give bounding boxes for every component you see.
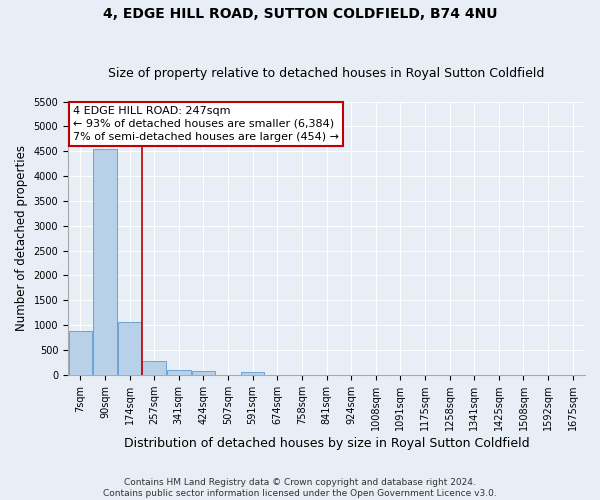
Text: 4 EDGE HILL ROAD: 247sqm
← 93% of detached houses are smaller (6,384)
7% of semi: 4 EDGE HILL ROAD: 247sqm ← 93% of detach… (73, 106, 339, 142)
X-axis label: Distribution of detached houses by size in Royal Sutton Coldfield: Distribution of detached houses by size … (124, 437, 529, 450)
Bar (93, 148, 116, 375)
Bar (142, 361, 166, 375)
Y-axis label: Number of detached properties: Number of detached properties (15, 145, 28, 331)
Bar (118, 322, 141, 375)
Title: Size of property relative to detached houses in Royal Sutton Coldfield: Size of property relative to detached ho… (109, 66, 545, 80)
Bar (167, 370, 191, 375)
Text: 4, EDGE HILL ROAD, SUTTON COLDFIELD, B74 4NU: 4, EDGE HILL ROAD, SUTTON COLDFIELD, B74… (103, 8, 497, 22)
Bar (241, 372, 265, 375)
Bar (192, 371, 215, 375)
Bar (68, 331, 92, 375)
Text: Contains HM Land Registry data © Crown copyright and database right 2024.
Contai: Contains HM Land Registry data © Crown c… (103, 478, 497, 498)
